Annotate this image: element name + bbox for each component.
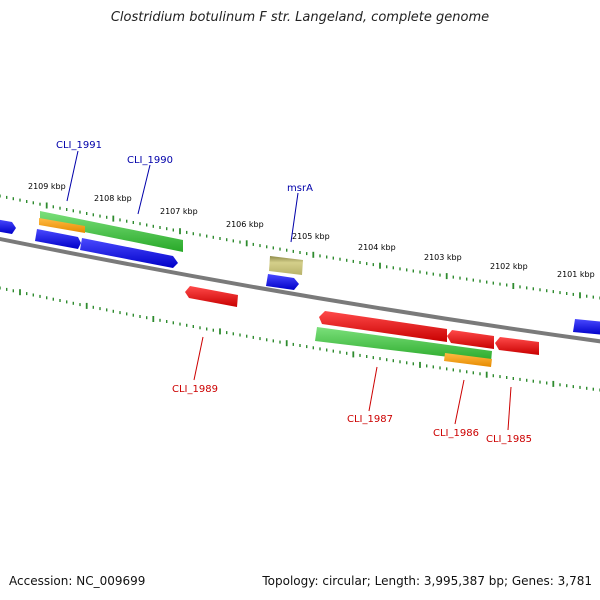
leader-line xyxy=(454,379,465,425)
scale-label: 2109 kbp xyxy=(28,182,66,191)
scale-label: 2104 kbp xyxy=(358,243,396,252)
orange-feature-bar[interactable] xyxy=(444,353,492,367)
leader-line xyxy=(66,150,79,202)
minus-strand-features xyxy=(185,286,539,367)
gene-label-cli-1991[interactable]: CLI_1991 xyxy=(56,140,102,151)
inner-scale-ticks xyxy=(0,286,600,392)
accession-text: Accession: NC_009699 xyxy=(9,574,146,588)
scale-label: 2103 kbp xyxy=(424,253,462,262)
gene-label-cli-1986[interactable]: CLI_1986 xyxy=(433,428,479,439)
leader-line xyxy=(368,366,378,412)
scale-label: 2102 kbp xyxy=(490,262,528,271)
leader-line xyxy=(193,336,204,381)
blue-gene-arrow[interactable] xyxy=(0,219,16,234)
gene-label-cli-1987[interactable]: CLI_1987 xyxy=(347,414,393,425)
blue-gene-arrow[interactable] xyxy=(573,319,600,335)
leader-line xyxy=(290,192,299,243)
scale-label: 2105 kbp xyxy=(292,232,330,241)
green-feature-bar[interactable] xyxy=(40,211,183,252)
plus-strand-features xyxy=(0,211,600,335)
green-feature-bar[interactable] xyxy=(315,327,492,362)
red-gene-arrow[interactable] xyxy=(319,311,447,342)
leader-line xyxy=(137,164,151,215)
red-gene-arrow[interactable] xyxy=(447,330,494,349)
khaki-feature-bar[interactable] xyxy=(269,256,303,275)
blue-gene-arrow[interactable] xyxy=(266,274,299,290)
scale-labels: 2109 kbp 2108 kbp 2107 kbp 2106 kbp 2105… xyxy=(28,182,595,279)
scale-label: 2107 kbp xyxy=(160,207,198,216)
label-leaders xyxy=(66,150,512,431)
genome-summary-text: Topology: circular; Length: 3,995,387 bp… xyxy=(262,574,592,588)
orange-feature-bar[interactable] xyxy=(39,218,85,233)
gene-label-cli-1990[interactable]: CLI_1990 xyxy=(127,155,173,166)
scale-label: 2106 kbp xyxy=(226,220,264,229)
gene-label-msra[interactable]: msrA xyxy=(287,183,313,194)
gene-label-cli-1989[interactable]: CLI_1989 xyxy=(172,384,218,395)
blue-gene-arrow[interactable] xyxy=(80,238,178,268)
genome-backbone xyxy=(0,236,600,344)
scale-label: 2101 kbp xyxy=(557,270,595,279)
gene-labels: CLI_1991 CLI_1990 msrA CLI_1989 CLI_1987… xyxy=(56,140,532,445)
outer-scale-ticks xyxy=(0,194,600,300)
red-gene-arrow[interactable] xyxy=(495,337,539,355)
red-gene-arrow[interactable] xyxy=(185,286,238,307)
gene-label-cli-1985[interactable]: CLI_1985 xyxy=(486,434,532,445)
blue-gene-arrow[interactable] xyxy=(35,229,81,249)
leader-line xyxy=(507,386,512,431)
map-title: Clostridium botulinum F str. Langeland, … xyxy=(110,10,490,25)
scale-label: 2108 kbp xyxy=(94,194,132,203)
